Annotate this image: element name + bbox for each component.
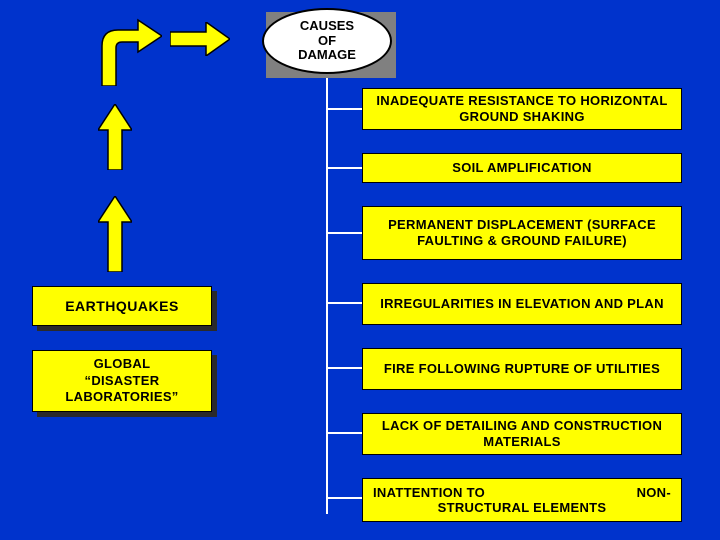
arrow-up-2 (98, 196, 132, 272)
cause-text-7b: NON- (637, 485, 671, 500)
connector-5 (326, 367, 362, 369)
cause-text-1: INADEQUATE RESISTANCE TO HORIZONTAL GROU… (371, 93, 673, 126)
ellipse-line3: DAMAGE (298, 47, 356, 62)
cause-text-7a: INATTENTION TO (373, 485, 485, 500)
connector-2 (326, 167, 362, 169)
cause-text-2: SOIL AMPLIFICATION (452, 160, 592, 176)
cause-box-5: FIRE FOLLOWING RUPTURE OF UTILITIES (362, 348, 682, 390)
connector-4 (326, 302, 362, 304)
global-line2: “DISASTER (85, 373, 160, 388)
cause-text-5: FIRE FOLLOWING RUPTURE OF UTILITIES (384, 361, 660, 377)
cause-text-3: PERMANENT DISPLACEMENT (SURFACE FAULTING… (371, 217, 673, 250)
cause-box-4: IRREGULARITIES IN ELEVATION AND PLAN (362, 283, 682, 325)
connector-3 (326, 232, 362, 234)
arrow-corner (92, 18, 162, 86)
causes-of-damage-header: CAUSES OF DAMAGE (262, 8, 392, 74)
connector-6 (326, 432, 362, 434)
ellipse-line1: CAUSES (300, 18, 354, 33)
cause-text-4: IRREGULARITIES IN ELEVATION AND PLAN (380, 296, 664, 312)
cause-box-6: LACK OF DETAILING AND CONSTRUCTION MATER… (362, 413, 682, 455)
global-line1: GLOBAL (94, 356, 151, 371)
cause-box-1: INADEQUATE RESISTANCE TO HORIZONTAL GROU… (362, 88, 682, 130)
connector-1 (326, 108, 362, 110)
cause-box-2: SOIL AMPLIFICATION (362, 153, 682, 183)
global-disaster-box: GLOBAL “DISASTER LABORATORIES” (32, 350, 212, 412)
cause-box-3: PERMANENT DISPLACEMENT (SURFACE FAULTING… (362, 206, 682, 260)
arrow-up-1 (98, 104, 132, 170)
connector-7 (326, 497, 362, 499)
earthquakes-label: EARTHQUAKES (65, 298, 179, 314)
arrow-right (170, 22, 230, 56)
earthquakes-box: EARTHQUAKES (32, 286, 212, 326)
cause-text-7c: STRUCTURAL ELEMENTS (438, 500, 607, 515)
ellipse-line2: OF (318, 33, 336, 48)
tree-trunk (326, 74, 328, 514)
cause-box-7: INATTENTION TO NON- STRUCTURAL ELEMENTS (362, 478, 682, 522)
global-line3: LABORATORIES” (65, 389, 178, 404)
cause-text-6: LACK OF DETAILING AND CONSTRUCTION MATER… (371, 418, 673, 451)
